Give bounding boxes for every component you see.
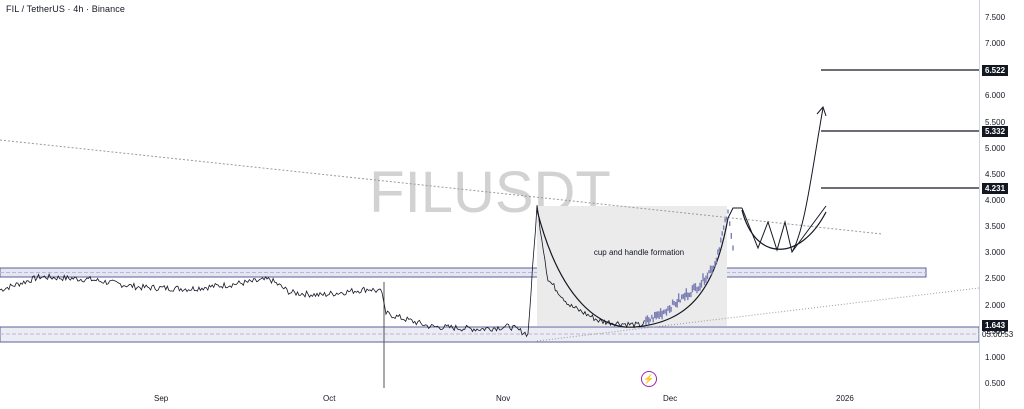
- candle: [727, 209, 729, 214]
- candle: [708, 270, 710, 274]
- candle: [688, 292, 690, 298]
- candle: [655, 311, 657, 320]
- candle: [664, 309, 666, 314]
- candle: [732, 245, 734, 251]
- candle: [681, 294, 683, 300]
- handle-upper-path: [727, 207, 742, 219]
- target-price-marker-1: 6.522: [982, 65, 1009, 76]
- candle: [662, 309, 665, 315]
- price-tick-label: 7.000: [985, 39, 1006, 49]
- candle: [718, 247, 720, 252]
- candle: [675, 302, 677, 307]
- candle: [648, 317, 650, 325]
- time-tick-label: 2026: [836, 394, 854, 403]
- candle: [690, 292, 692, 298]
- candle: [656, 311, 659, 318]
- candle: [678, 293, 680, 303]
- candle: [671, 299, 674, 305]
- candle: [673, 301, 675, 306]
- candle: [687, 292, 689, 301]
- candle: [668, 305, 671, 313]
- target-price-marker-2: 5.332: [982, 126, 1009, 137]
- price-tick-label: 4.500: [985, 169, 1006, 179]
- chart-title: FIL / TetherUS · 4h · Binance: [6, 4, 125, 14]
- candle: [699, 282, 701, 291]
- candle: [715, 257, 718, 264]
- cup-shaded-area: [537, 206, 727, 326]
- candle: [721, 231, 723, 236]
- price-tick-label: 7.500: [985, 13, 1006, 22]
- candle: [649, 318, 651, 322]
- cup-curve: [536, 209, 729, 328]
- candle: [659, 308, 662, 317]
- candle: [720, 237, 722, 243]
- candle: [696, 286, 698, 294]
- candle: [652, 317, 654, 323]
- candle: [684, 292, 686, 301]
- candle: [705, 275, 707, 283]
- candle: [645, 316, 647, 325]
- handle-zigzag: [741, 205, 827, 254]
- candle: [658, 311, 660, 319]
- price-tick-label: 2.000: [985, 300, 1006, 310]
- candle: [665, 308, 668, 316]
- candle: [697, 286, 700, 292]
- candle: [646, 315, 649, 323]
- candle: [712, 265, 715, 270]
- candle: [676, 299, 678, 308]
- price-tick-label: 1.500: [985, 326, 1006, 336]
- projection-arrow: [791, 107, 824, 253]
- candle: [729, 221, 731, 226]
- lightning-icon[interactable]: ⚡: [641, 371, 657, 387]
- time-tick-label: Sep: [154, 394, 169, 403]
- candle: [703, 277, 706, 286]
- price-line: [0, 205, 645, 338]
- projection-arrowhead: [816, 106, 827, 117]
- price-axis[interactable]: [979, 0, 1024, 409]
- time-tick-label: Dec: [663, 394, 678, 403]
- price-tick-label: 6.000: [985, 91, 1006, 101]
- ascending-trendline: [536, 287, 980, 342]
- candle: [679, 299, 681, 303]
- price-tick-label: 2.500: [985, 274, 1006, 284]
- candle: [730, 232, 732, 239]
- candle: [706, 272, 709, 280]
- price-tick-label: 3.000: [985, 248, 1006, 258]
- candle: [667, 306, 669, 311]
- candle: [700, 280, 703, 288]
- candle: [685, 288, 687, 298]
- candle-series: [645, 209, 734, 325]
- candle: [654, 312, 656, 318]
- bar-countdown: 03:00:53: [982, 330, 1014, 339]
- price-tick-label: 0.500: [985, 379, 1006, 388]
- candle: [717, 249, 719, 255]
- handle-curve: [741, 209, 827, 250]
- price-tick-label: 1.000: [985, 352, 1006, 362]
- price-tick-label: 5.000: [985, 143, 1006, 153]
- candle: [651, 314, 653, 319]
- price-series: [0, 205, 645, 338]
- candle: [724, 218, 726, 223]
- candle: [714, 261, 716, 267]
- candle: [723, 225, 725, 230]
- target-price-marker-3: 4.231: [982, 183, 1009, 194]
- candle: [694, 283, 697, 292]
- time-tick-label: Nov: [496, 394, 511, 403]
- candle: [670, 306, 672, 312]
- pattern-annotation: cup and handle formation: [594, 248, 684, 257]
- time-tick-label: Oct: [323, 394, 336, 403]
- price-tick-label: 3.500: [985, 222, 1006, 232]
- candle: [725, 216, 728, 221]
- candle: [709, 265, 712, 274]
- current-price-marker: 1.643: [982, 320, 1009, 331]
- candle: [661, 310, 663, 320]
- candle: [711, 265, 713, 275]
- candle: [691, 285, 694, 293]
- candle: [682, 293, 684, 299]
- candle: [702, 273, 704, 282]
- candle: [693, 283, 695, 291]
- price-tick-label: 4.000: [985, 196, 1006, 205]
- price-tick-label: 5.500: [985, 117, 1006, 127]
